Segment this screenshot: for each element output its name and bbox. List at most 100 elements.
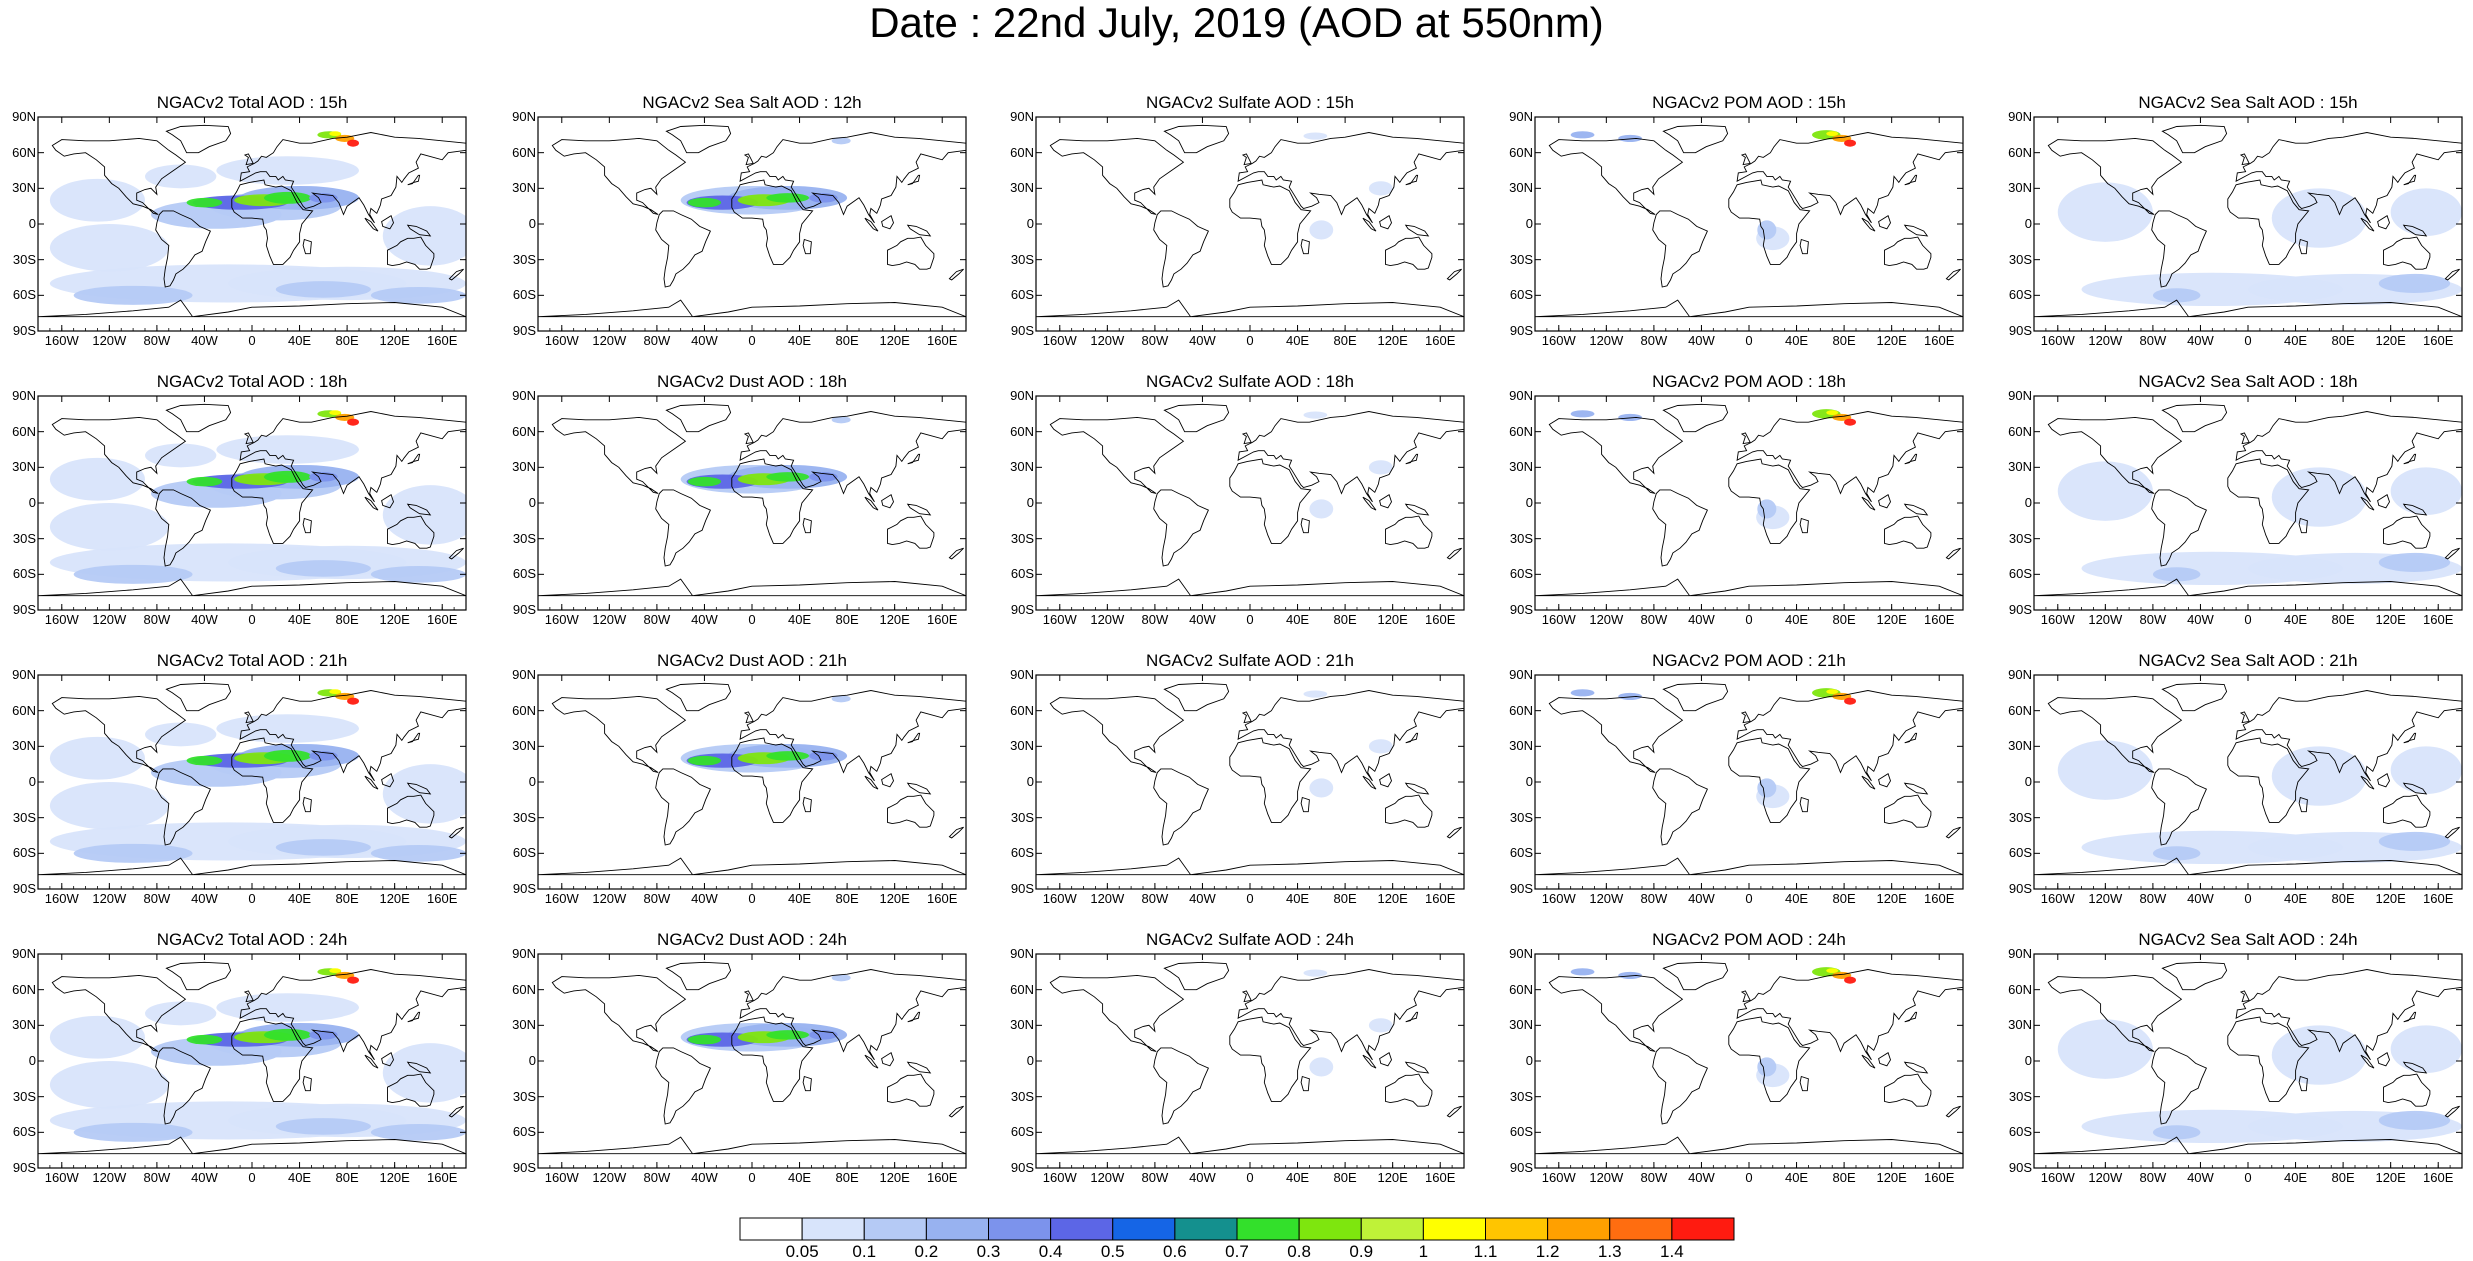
lat-tick-label: 30S [1509,809,1533,825]
lat-tick-label: 90S [512,602,536,617]
lon-tick-label: 0 [248,333,256,348]
lat-tick-label: 30S [1010,251,1034,267]
map-frame [537,116,967,332]
lat-tick-label: 0 [28,1053,36,1068]
coastline [731,737,814,823]
lon-tick-label: 160W [44,333,79,348]
lon-tick-label: 80W [2139,612,2167,627]
lon-tick-label: 160W [1042,1170,1077,1185]
coastline [1446,547,1462,560]
lon-tick-label: 40W [2187,891,2214,906]
coastline [2298,796,2308,813]
aerosol-plume [1618,134,1642,142]
lon-tick-label: 120E [379,612,410,627]
aerosol-plume [1368,181,1393,196]
coastline [1163,682,1230,712]
lat-tick-label: 0 [2024,774,2032,789]
coastline [406,224,432,237]
lon-tick-label: 80E [1333,891,1357,906]
coastline [231,458,314,544]
world-map [2033,953,2463,1169]
lon-tick-label: 120E [1377,1170,1408,1185]
lon-tick-label: 40W [691,612,718,627]
coastline [1799,1075,1809,1092]
coastline [731,1016,814,1102]
coastline [2360,217,2375,232]
colorbar-label: 1.2 [1535,1242,1560,1261]
coastline [38,1136,466,1155]
coastline [743,432,754,445]
coastline [1379,215,1392,230]
lon-tick-label: 40W [1688,612,1715,627]
coastline [802,238,812,255]
lat-tick-label: 90N [1010,388,1034,403]
colorbar-label: 0.3 [976,1242,1001,1261]
lat-tick-label: 90N [512,388,536,403]
lon-tick-label: 160W [44,1170,79,1185]
lon-tick-label: 0 [1246,333,1254,348]
map-panel: NGACv2 Sea Salt AOD : 24h 90N 60N 30N 0 30S 60… [1996,929,2473,1189]
lon-tick-label: 160E [1425,333,1456,348]
lat-tick-label: 30N [2008,738,2032,754]
lat-tick-label: 30N [12,180,36,196]
coastline [665,124,732,154]
coastline [665,961,732,991]
lat-tick-label: 90S [2008,881,2032,896]
lon-tick-label: 120W [592,1170,627,1185]
coastline [1446,1105,1462,1118]
lat-tick-label: 30N [512,1017,536,1033]
lon-tick-label: 40W [1189,891,1216,906]
coastline [2047,416,2183,494]
lon-tick-label: 160W [44,612,79,627]
coastline [1878,773,1891,788]
lon-tick-label: 120E [2375,333,2406,348]
map-panel: NGACv2 Sulfate AOD : 15h 90N 60N 30N 0 30S 60S… [998,92,1498,352]
lat-tick-label: 90S [1010,602,1034,617]
aerosol-plume [1757,1057,1777,1077]
coastline [239,969,466,1061]
lon-tick-label: 40E [2283,612,2308,627]
coastline [2444,547,2460,560]
coastline [1237,690,1464,782]
lon-tick-label: 0 [748,612,756,627]
coastline [381,215,394,230]
lon-tick-label: 120E [2375,891,2406,906]
coastline [665,403,732,433]
aerosol-plume [370,845,466,862]
coastline [1662,124,1729,154]
lon-tick-label: 160E [1924,612,1955,627]
lon-tick-label: 160E [1924,1170,1955,1185]
lon-tick-label: 160E [927,1170,958,1185]
lon-tick-label: 160E [927,333,958,348]
aerosol-plume [2152,567,2201,582]
coastline [302,517,312,534]
map-panel: NGACv2 Dust AOD : 18h 90N 60N 30N 0 30S 60S 90S… [500,371,1000,631]
map-frame [537,953,967,1169]
panel-title: NGACv2 Sulfate AOD : 15h [1146,93,1354,112]
colorbar-label: 0.8 [1287,1242,1311,1261]
lat-tick-label: 60S [512,845,536,861]
lon-tick-label: 40E [787,1170,812,1185]
aerosol-plume [382,764,466,824]
lat-tick-label: 30N [1509,738,1533,754]
coastline [1945,268,1961,281]
lat-tick-label: 0 [28,216,36,231]
aerosol-plume [2378,552,2451,572]
coastline [1728,179,1811,265]
aerosol-plume [329,410,342,416]
coastline [2402,224,2428,237]
lon-tick-label: 80E [835,333,859,348]
world-map [37,674,467,890]
lon-tick-label: 160W [2040,1170,2075,1185]
lat-tick-label: 30S [12,809,36,825]
colorbar-box [1485,1217,1549,1241]
coastline [1535,299,1963,318]
coastline [387,236,435,270]
aerosol-plume [2378,831,2451,851]
lon-tick-label: 0 [2244,612,2252,627]
coastline [2444,1105,2460,1118]
colorbar-box [739,1217,803,1241]
aerosol-plume [49,457,145,501]
lat-tick-label: 60N [2008,423,2032,439]
coastline [51,416,187,494]
